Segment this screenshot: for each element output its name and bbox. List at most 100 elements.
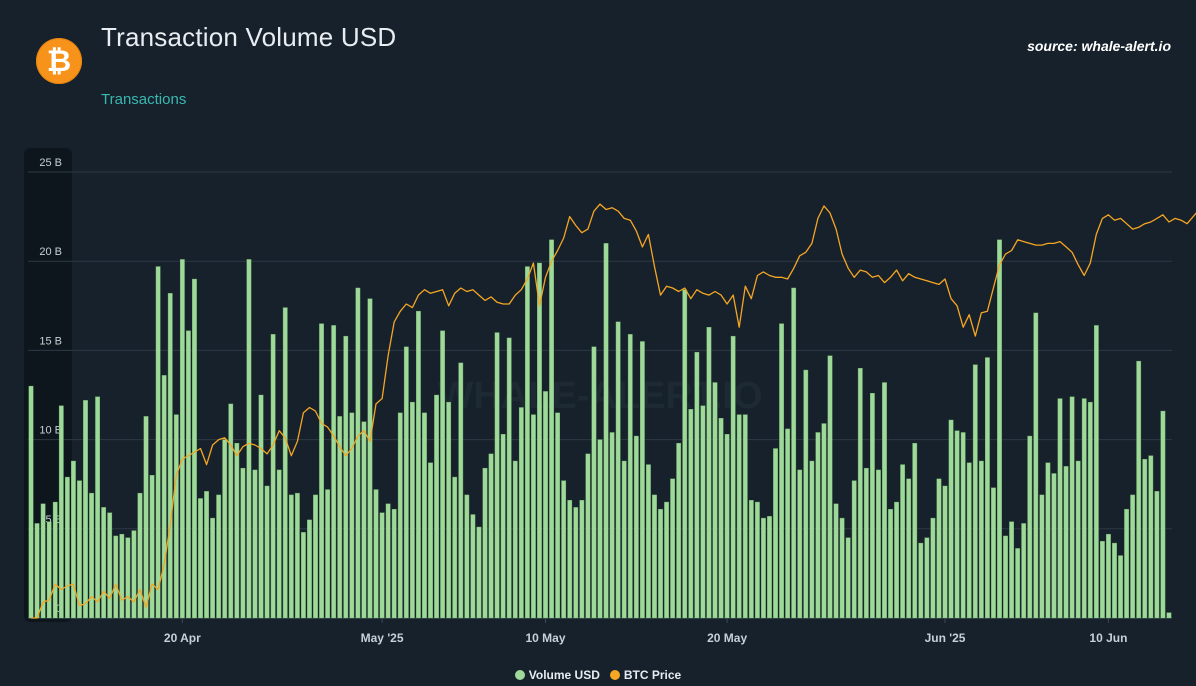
volume-bar xyxy=(912,442,918,619)
volume-bar xyxy=(948,419,954,619)
volume-bar xyxy=(567,500,573,619)
volume-bar xyxy=(34,523,40,619)
volume-bar xyxy=(452,476,458,619)
volume-bar xyxy=(301,532,306,619)
volume-bar xyxy=(1021,523,1027,619)
page-title: Transaction Volume USD xyxy=(101,22,397,52)
volume-bar xyxy=(1039,494,1045,619)
x-tick-label: 20 May xyxy=(707,631,747,645)
volume-bar xyxy=(1033,312,1039,619)
volume-bar xyxy=(313,494,318,619)
bitcoin-logo-icon: ₿ xyxy=(36,38,82,84)
volume-bar xyxy=(77,480,82,619)
volume-bar xyxy=(906,478,912,619)
volume-bar xyxy=(64,476,70,619)
volume-bar xyxy=(555,412,561,619)
legend-dot-volume xyxy=(514,670,525,680)
volume-bar xyxy=(1075,460,1081,619)
volume-bar xyxy=(870,393,875,619)
chart-legend: Volume USD BTC Price xyxy=(0,668,1196,682)
volume-bar xyxy=(1154,491,1160,619)
volume-bar xyxy=(258,394,264,619)
y-tick-label: 10 B xyxy=(39,425,62,437)
volume-bar xyxy=(440,330,446,619)
volume-bar xyxy=(464,494,470,619)
volume-bar xyxy=(167,293,173,619)
volume-bar xyxy=(179,259,185,619)
volume-bar xyxy=(1009,521,1014,619)
volume-bar xyxy=(706,327,712,619)
volume-bar xyxy=(585,453,591,619)
volume-bar xyxy=(210,517,215,619)
volume-bar xyxy=(894,501,899,619)
legend-item-volume[interactable]: Volume USD xyxy=(514,668,600,682)
volume-bar xyxy=(609,432,615,619)
volume-bar xyxy=(331,325,337,619)
volume-bar xyxy=(488,453,494,619)
volume-bar xyxy=(863,467,869,619)
volume-bar xyxy=(597,439,603,619)
volume-bar xyxy=(58,405,64,619)
volume-bar xyxy=(537,262,542,619)
volume-bar xyxy=(198,498,203,619)
volume-bar xyxy=(143,416,149,619)
volume-bar xyxy=(434,394,439,619)
volume-bar xyxy=(761,517,766,619)
volume-bar xyxy=(113,535,119,619)
volume-bar xyxy=(821,423,827,619)
volume-bar xyxy=(1093,325,1099,619)
volume-bar xyxy=(809,460,815,619)
volume-bar xyxy=(1003,535,1008,619)
volume-bar xyxy=(531,414,536,619)
volume-bar xyxy=(833,503,839,619)
volume-bar xyxy=(888,508,893,619)
volume-bar xyxy=(767,516,772,619)
volume-bar xyxy=(652,494,657,619)
volume-bar xyxy=(1069,396,1075,619)
volume-bar xyxy=(803,369,809,619)
volume-bar xyxy=(785,428,791,619)
volume-bar xyxy=(349,412,355,619)
volume-bar xyxy=(670,478,676,619)
volume-bar xyxy=(633,435,639,619)
volume-bar xyxy=(773,448,778,619)
volume-bar xyxy=(264,485,270,619)
volume-bar xyxy=(119,533,125,619)
volume-bar xyxy=(71,460,76,619)
x-tick-label: Jun '25 xyxy=(925,631,966,645)
volume-bar xyxy=(700,405,706,619)
legend-item-btc-price[interactable]: BTC Price xyxy=(609,668,681,682)
volume-bar xyxy=(524,266,530,619)
volume-bar xyxy=(1015,548,1021,619)
volume-bar xyxy=(89,492,94,619)
volume-bar xyxy=(125,537,131,619)
volume-bar xyxy=(367,298,373,619)
volume-bar xyxy=(476,526,482,619)
volume-bar xyxy=(930,517,936,619)
volume-bar xyxy=(942,485,948,619)
volume-bar xyxy=(1142,459,1148,619)
volume-bar xyxy=(997,239,1002,619)
volume-bar xyxy=(857,368,863,619)
volume-bar xyxy=(960,432,966,619)
volume-bar xyxy=(361,421,367,619)
chart-subtitle: Transactions xyxy=(101,91,187,108)
volume-bar xyxy=(966,462,972,619)
volume-bar xyxy=(1124,508,1129,619)
legend-dot-btc-price xyxy=(609,670,620,680)
volume-bar xyxy=(682,289,688,619)
volume-bar xyxy=(40,503,46,619)
volume-bar xyxy=(1112,542,1117,619)
volume-bar xyxy=(282,307,288,619)
volume-bar xyxy=(1130,494,1136,619)
volume-bar xyxy=(603,243,609,619)
volume-bar xyxy=(28,385,34,619)
volume-bar xyxy=(1148,455,1154,619)
volume-bar xyxy=(972,364,978,619)
volume-bar xyxy=(409,401,415,619)
x-tick-label: May '25 xyxy=(361,631,404,645)
volume-bar xyxy=(294,492,300,619)
volume-bar xyxy=(779,323,784,619)
volume-bar xyxy=(978,460,984,619)
